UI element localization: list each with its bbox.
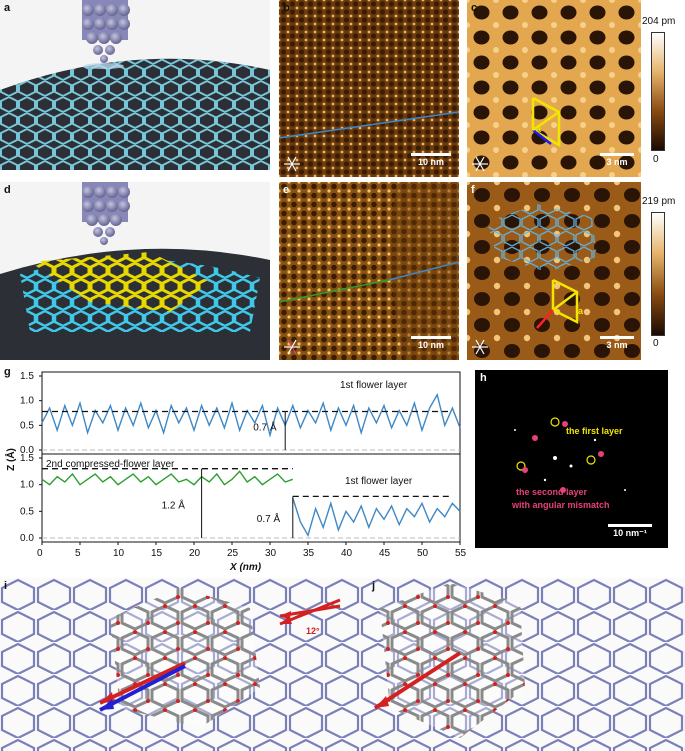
xtick-label: 10 <box>113 548 125 559</box>
panel-label-i: i <box>4 580 8 592</box>
scalebar-e: 10 nm <box>408 336 454 350</box>
lattice-vector-label-c: a <box>536 124 542 134</box>
panel-label-f: f <box>471 184 475 196</box>
scalebar-b: 10 nm <box>408 153 454 167</box>
panel-e-stm-image <box>279 182 459 360</box>
xtick-label: 0 <box>37 548 43 559</box>
panel-g-height-profiles: 0.0 0.5 1.0 1.5 1st flower layer 0.7 Å 0.0 0.5 1… <box>20 371 467 559</box>
panel-f-stm-zoom <box>467 182 641 360</box>
fft-label-second-layer: the second layer <box>516 487 588 497</box>
colorbar-top-min: 0 <box>653 154 659 165</box>
layer-label-second: 2nd compressed-flower layer <box>46 459 175 470</box>
panel-c-stm-zoom <box>467 0 641 177</box>
ytick-label: 1.0 <box>20 480 34 491</box>
fft-label-first-layer: the first layer <box>566 426 623 436</box>
chart-g-xlabel: X (nm) <box>230 562 262 573</box>
panel-label-e: e <box>283 184 290 196</box>
series-line-1-1 <box>292 497 461 538</box>
crystal-axes-icon <box>284 156 300 172</box>
ytick-label: 0.5 <box>20 420 34 431</box>
panel-h-fft-image <box>475 370 668 548</box>
scalebar-c: 3 nm <box>597 153 637 167</box>
panel-d-tip-illustration <box>0 182 270 360</box>
colorbar-top <box>651 32 665 151</box>
xtick-label: 5 <box>75 548 81 559</box>
chart-g-frame-1 <box>41 453 461 543</box>
height-label: 0.7 Å <box>253 420 277 433</box>
panel-label-d: d <box>4 184 11 196</box>
ytick-label: 0.0 <box>20 533 34 544</box>
ytick-label: 1.0 <box>20 396 34 407</box>
panel-a-tip-illustration <box>0 0 270 170</box>
ytick-label: 1.5 <box>20 453 34 464</box>
height-label-right: 0.7 Å <box>257 512 281 525</box>
xtick-label: 30 <box>265 548 277 559</box>
series-line-0-0 <box>41 392 461 438</box>
ytick-label: 0.5 <box>20 506 34 517</box>
series-line-1-0 <box>41 470 294 486</box>
xtick-label: 40 <box>341 548 353 559</box>
layer-label-first: 1st flower layer <box>345 476 413 487</box>
crystal-axes-icon <box>472 339 488 355</box>
ytick-label: 0.0 <box>20 445 34 456</box>
panel-ij-molecular-model <box>0 578 685 751</box>
xtick-label: 50 <box>417 548 429 559</box>
height-label-left: 1.2 Å <box>162 499 186 512</box>
xtick-label: 35 <box>303 548 315 559</box>
xtick-label: 15 <box>151 548 163 559</box>
colorbar-bottom <box>651 212 665 336</box>
crystal-axes-icon <box>472 156 488 172</box>
panel-label-c: c <box>471 2 478 14</box>
lattice-vector-label-f: a <box>578 306 584 316</box>
xtick-label: 20 <box>189 548 201 559</box>
xtick-label: 25 <box>227 548 239 559</box>
colorbar-top-max: 204 pm <box>642 16 676 27</box>
crystal-axes-icon <box>284 339 300 355</box>
panel-label-a: a <box>4 2 11 14</box>
layer-label-first: 1st flower layer <box>340 380 408 391</box>
panel-b-stm-image <box>279 0 459 177</box>
ytick-label: 1.5 <box>20 371 34 382</box>
panel-label-g: g <box>4 366 11 378</box>
scalebar-h: 10 nm⁻¹ <box>600 524 660 539</box>
xtick-label: 45 <box>379 548 391 559</box>
scalebar-f: 3 nm <box>597 336 637 350</box>
chart-g-ylabel: Z (Å) <box>5 448 17 471</box>
panel-label-b: b <box>283 2 290 14</box>
panel-label-h: h <box>480 372 487 384</box>
xtick-label: 55 <box>455 548 467 559</box>
panel-label-j: j <box>372 580 376 592</box>
fft-label-angular-mismatch: with angular mismatch <box>512 500 610 510</box>
colorbar-bottom-min: 0 <box>653 338 659 349</box>
twist-angle-label: 12° <box>306 626 320 636</box>
colorbar-bottom-max: 219 pm <box>642 196 676 207</box>
